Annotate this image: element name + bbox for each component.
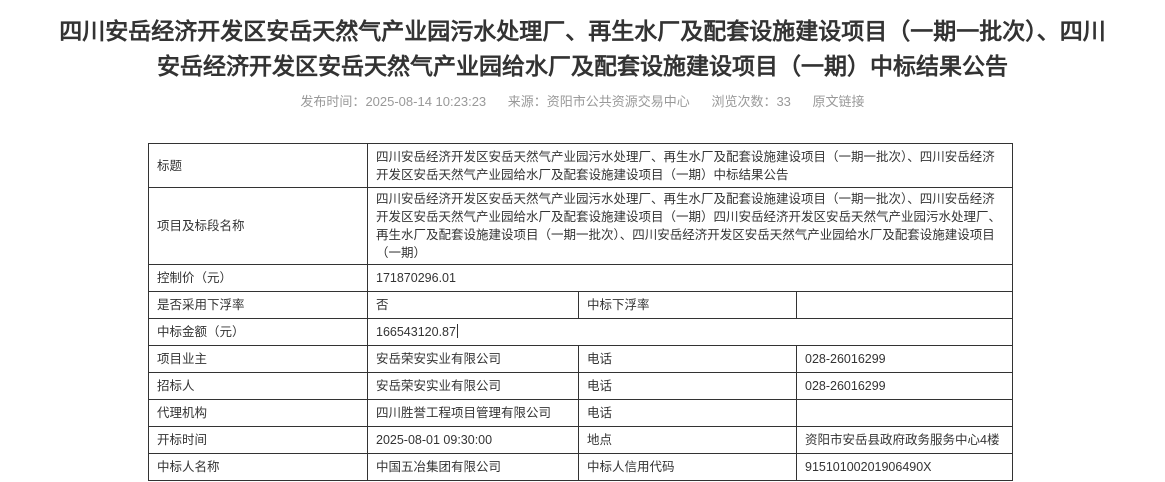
page-title: 四川安岳经济开发区安岳天然气产业园污水处理厂、再生水厂及配套设施建设项目（一期一… [59, 18, 1106, 79]
row-value-bid-opening-place: 资阳市安岳县政府政务服务中心4楼 [796, 426, 1013, 454]
announcement-table: 标题 四川安岳经济开发区安岳天然气产业园污水处理厂、再生水厂及配套设施建设项目（… [148, 143, 1013, 481]
row-label-downrate-used: 是否采用下浮率 [148, 291, 368, 319]
row-value-winner-name: 中国五冶集团有限公司 [367, 453, 579, 481]
row-value-agency: 四川胜誉工程项目管理有限公司 [367, 399, 579, 427]
row-value-project-owner: 安岳荣安实业有限公司 [367, 345, 579, 373]
table-row-agency: 代理机构 四川胜誉工程项目管理有限公司 电话 [148, 399, 1013, 427]
table-row-control-price: 控制价（元） 171870296.01 [148, 264, 1013, 292]
row-label-winning-amount: 中标金额（元） [148, 318, 368, 346]
winning-amount-cell[interactable]: 166543120.87 [367, 318, 1013, 346]
publish-time: 发布时间：2025-08-14 10:23:23 [300, 94, 486, 109]
table-row-title: 标题 四川安岳经济开发区安岳天然气产业园污水处理厂、再生水厂及配套设施建设项目（… [148, 143, 1013, 188]
source-label: 来源： [507, 94, 547, 109]
row-value-winning-downrate [796, 291, 1013, 319]
table-row-project-section-name: 项目及标段名称 四川安岳经济开发区安岳天然气产业园污水处理厂、再生水厂及配套设施… [148, 187, 1013, 265]
row-label-project-section-name: 项目及标段名称 [148, 187, 368, 265]
publish-time-value: 2025-08-14 10:23:23 [365, 94, 487, 109]
row-value-tenderer: 安岳荣安实业有限公司 [367, 372, 579, 400]
source: 来源：资阳市公共资源交易中心 [508, 94, 690, 109]
publish-time-label: 发布时间： [300, 94, 366, 109]
row-value-winner-credit-code: 91510100201906490X [796, 453, 1013, 481]
row-value-title: 四川安岳经济开发区安岳天然气产业园污水处理厂、再生水厂及配套设施建设项目（一期一… [367, 143, 1013, 188]
table-row-bid-opening: 开标时间 2025-08-01 09:30:00 地点 资阳市安岳县政府政务服务… [148, 426, 1013, 454]
row-label-winner-name: 中标人名称 [148, 453, 368, 481]
row-label-project-owner: 项目业主 [148, 345, 368, 373]
row-label-winner-credit-code: 中标人信用代码 [578, 453, 797, 481]
row-value-bid-opening-time: 2025-08-01 09:30:00 [367, 426, 579, 454]
table-row-project-owner: 项目业主 安岳荣安实业有限公司 电话 028-26016299 [148, 345, 1013, 373]
row-label-winning-downrate: 中标下浮率 [578, 291, 797, 319]
meta-bar: 发布时间：2025-08-14 10:23:23 来源：资阳市公共资源交易中心 … [0, 93, 1165, 111]
row-value-control-price: 171870296.01 [367, 264, 1013, 292]
table-row-winner: 中标人名称 中国五冶集团有限公司 中标人信用代码 915101002019064… [148, 453, 1013, 481]
row-label-bid-opening-time: 开标时间 [148, 426, 368, 454]
row-value-downrate-used: 否 [367, 291, 579, 319]
table-row-tenderer: 招标人 安岳荣安实业有限公司 电话 028-26016299 [148, 372, 1013, 400]
row-label-title: 标题 [148, 143, 368, 188]
table-row-winning-amount: 中标金额（元） 166543120.87 [148, 318, 1013, 346]
table-row-downrate: 是否采用下浮率 否 中标下浮率 [148, 291, 1013, 319]
view-count-label: 浏览次数： [711, 94, 777, 109]
row-label-agency: 代理机构 [148, 399, 368, 427]
view-count-value: 33 [776, 94, 791, 109]
row-label-tenderer-phone: 电话 [578, 372, 797, 400]
row-value-agency-phone [796, 399, 1013, 427]
row-value-project-section-name: 四川安岳经济开发区安岳天然气产业园污水处理厂、再生水厂及配套设施建设项目（一期一… [367, 187, 1013, 265]
row-label-owner-phone: 电话 [578, 345, 797, 373]
row-value-tenderer-phone: 028-26016299 [796, 372, 1013, 400]
text-cursor [456, 324, 458, 338]
row-label-agency-phone: 电话 [578, 399, 797, 427]
row-label-bid-opening-place: 地点 [578, 426, 797, 454]
row-value-owner-phone: 028-26016299 [796, 345, 1013, 373]
view-count: 浏览次数：33 [711, 94, 790, 109]
row-label-control-price: 控制价（元） [148, 264, 368, 292]
announcement-page: 四川安岳经济开发区安岳天然气产业园污水处理厂、再生水厂及配套设施建设项目（一期一… [0, 14, 1165, 482]
source-value: 资阳市公共资源交易中心 [546, 94, 690, 109]
original-text-link[interactable]: 原文链接 [812, 94, 865, 109]
row-label-tenderer: 招标人 [148, 372, 368, 400]
winning-amount-value: 166543120.87 [376, 325, 456, 339]
